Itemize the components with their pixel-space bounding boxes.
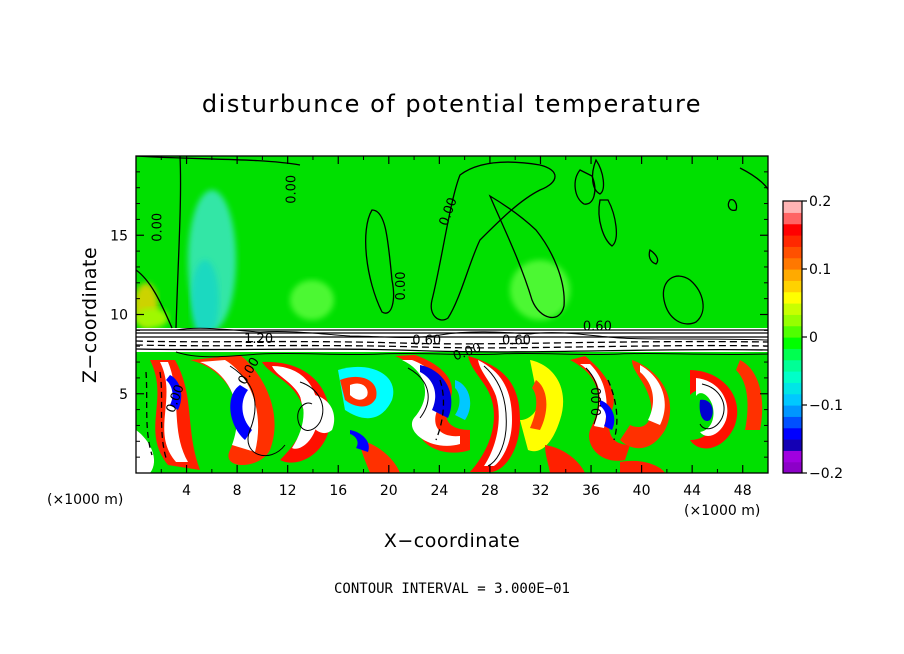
- x-tick-label: 8: [233, 483, 242, 499]
- colorbar-swatch: [783, 416, 802, 429]
- contour-label: 0.60: [583, 319, 612, 334]
- y-tick-label: 5: [119, 387, 128, 403]
- colorbar-swatch: [783, 439, 802, 451]
- x-tick-label: 20: [380, 483, 398, 499]
- colorbar-swatch: [783, 337, 802, 349]
- contour-lines: [136, 156, 768, 467]
- colorbar-tick-label: 0: [809, 330, 818, 346]
- contour-labels: 0.000.000.000.000.601.20 0.60 0.00 0.600.00…: [150, 175, 612, 416]
- colorbar-swatch: [783, 359, 802, 372]
- colorbar-swatch: [783, 246, 802, 259]
- colorbar-swatch: [783, 371, 802, 383]
- x-tick-label: 44: [683, 483, 701, 499]
- colorbar-swatch: [783, 212, 802, 225]
- y-axis-label: Z−coordinate: [79, 247, 101, 383]
- colorbar-swatch: [783, 269, 802, 281]
- x-axis-ticks: 4 8 12 16 20 24 28 32 36 40 44 48: [160, 156, 752, 499]
- contour-label: 0.00: [284, 175, 299, 204]
- x-tick-label: 16: [329, 483, 347, 499]
- colorbar-swatch: [783, 348, 802, 361]
- contour-interval-note: CONTOUR INTERVAL = 3.000E−01: [334, 581, 570, 597]
- contour-label: 0.60: [412, 334, 441, 349]
- colorbar-swatch: [783, 405, 802, 417]
- colorbar-tick-label: −0.1: [809, 398, 843, 414]
- x-tick-label: 12: [279, 483, 297, 499]
- x-tick-label: 4: [182, 483, 191, 499]
- x-tick-label: 28: [481, 483, 499, 499]
- colorbar-swatch: [783, 382, 802, 395]
- upper-layer-anomalies: [136, 190, 570, 340]
- x-tick-label: 48: [734, 483, 752, 499]
- colorbar-tick-label: −0.2: [809, 466, 843, 482]
- colorbar-swatch: [783, 201, 802, 213]
- contour-label: 1.20: [244, 332, 273, 347]
- y-tick-label: 15: [110, 228, 128, 244]
- colorbar-swatch: [783, 450, 802, 463]
- colorbar-tick-label: 0.1: [809, 262, 831, 278]
- colorbar-swatch: [783, 223, 802, 236]
- colorbar-swatch: [783, 235, 802, 247]
- contour-label: 0.00: [150, 213, 165, 242]
- x-axis-label: X−coordinate: [384, 530, 520, 552]
- y-axis-ticks: 5 10 15: [110, 171, 768, 458]
- x-tick-label: 40: [633, 483, 651, 499]
- colorbar: 0.2 0.1 0 −0.1 −0.2: [782, 194, 843, 482]
- colorbar-swatch: [783, 280, 802, 293]
- colorbar-swatch: [783, 393, 802, 406]
- heatmap-area: 0.000.000.000.000.601.20 0.60 0.00 0.600.00…: [136, 156, 768, 473]
- x-unit-label-left: (×1000 m): [47, 492, 123, 508]
- x-tick-label: 32: [532, 483, 550, 499]
- contour-label: 0.60: [502, 334, 531, 349]
- contour-label: 0.00: [394, 271, 409, 300]
- colorbar-swatch: [783, 314, 802, 327]
- colorbar-swatch: [783, 427, 802, 440]
- lower-layer-field: [136, 352, 768, 473]
- chart-title: disturbunce of potential temperature: [202, 90, 702, 118]
- colorbar-swatch: [783, 257, 802, 270]
- colorbar-tick-label: 0.2: [809, 194, 831, 210]
- x-tick-label: 36: [582, 483, 600, 499]
- colorbar-swatch: [783, 303, 802, 315]
- colorbar-swatch: [783, 291, 802, 304]
- colorbar-swatch: [783, 325, 802, 338]
- y-tick-label: 10: [110, 308, 128, 324]
- x-tick-label: 24: [430, 483, 448, 499]
- contour-label: 0.00: [590, 387, 605, 416]
- colorbar-swatch: [783, 461, 802, 474]
- x-unit-label-right: (×1000 m): [684, 503, 760, 519]
